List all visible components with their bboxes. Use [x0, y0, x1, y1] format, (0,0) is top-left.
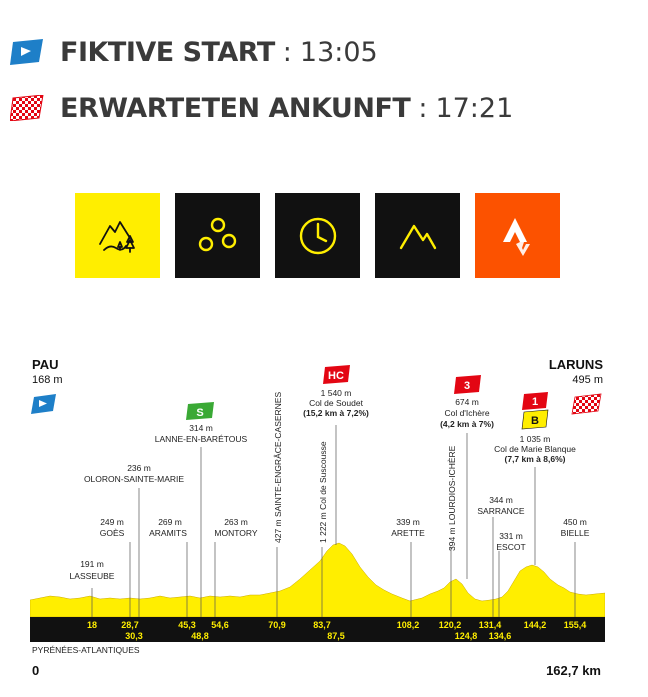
km-bottom-2: 87,5 — [327, 631, 345, 641]
svg-text:HC: HC — [328, 370, 344, 382]
km-top-1: 28,7 — [121, 620, 139, 630]
km-markers: 18 28,7 45,3 54,6 70,9 83,7 108,2 120,2 … — [87, 620, 586, 641]
oloron-label: OLORON-SAINTE-MARIE — [84, 474, 184, 484]
lanne-label: LANNE-EN-BARÉTOUS — [155, 434, 248, 444]
aramits-label: ARAMITS — [149, 528, 187, 538]
stage-profile: PAU 168 m LARUNS 495 m S HC 3 1 B 191 m … — [30, 355, 605, 685]
lasseube-altitude: 191 m — [80, 559, 104, 569]
km-bottom-1: 48,8 — [191, 631, 209, 641]
soudet-label: Col de Soudet — [309, 398, 364, 408]
svg-text:S: S — [196, 407, 203, 419]
km-bottom-4: 134,6 — [489, 631, 512, 641]
mountain-stage-icon — [98, 220, 135, 253]
montory-altitude: 263 m — [224, 517, 248, 527]
sarrance-label: SARRANCE — [477, 506, 525, 516]
start-name: PAU — [32, 357, 58, 372]
start-altitude: 168 m — [32, 374, 63, 386]
lourdios-label: 394 m LOURDIOS-ICHÈRE — [447, 445, 457, 551]
stage-icons-row — [75, 193, 560, 278]
elevation-fill — [30, 542, 605, 618]
km-top-5: 83,7 — [313, 620, 331, 630]
lanne-altitude: 314 m — [189, 423, 213, 433]
mountain-stage-button[interactable] — [75, 193, 160, 278]
finish-time-row: ERWARTETEN ANKUNFT : 17:21 — [10, 90, 513, 126]
finish-altitude: 495 m — [572, 374, 603, 386]
goes-altitude: 249 m — [100, 517, 124, 527]
soudet-altitude: 1 540 m — [321, 388, 352, 398]
hc-badge: HC — [323, 365, 350, 384]
bonus-badge: B — [521, 409, 549, 430]
finish-name: LARUNS — [549, 357, 603, 372]
marie-altitude: 1 035 m — [520, 434, 551, 444]
bielle-altitude: 450 m — [563, 517, 587, 527]
start-flag-icon — [31, 394, 56, 414]
km-top-4: 70,9 — [268, 620, 286, 630]
finish-separator: : — [418, 92, 428, 124]
start-flag-icon — [10, 39, 43, 65]
arette-label: ARETTE — [391, 528, 425, 538]
arette-altitude: 339 m — [396, 517, 420, 527]
finish-flag-icon — [571, 393, 602, 415]
clock-button[interactable] — [275, 193, 360, 278]
km-top-8: 131,4 — [479, 620, 502, 630]
start-label: FIKTIVE START — [60, 36, 275, 68]
km-bottom-3: 124,8 — [455, 631, 478, 641]
km-top-3: 54,6 — [211, 620, 229, 630]
cat3-badge: 3 — [454, 375, 481, 394]
peak-button[interactable] — [375, 193, 460, 278]
svg-text:B: B — [531, 415, 539, 427]
montory-label: MONTORY — [214, 528, 257, 538]
peak-icon — [399, 224, 436, 249]
km-total: 162,7 km — [546, 663, 601, 678]
km-top-0: 18 — [87, 620, 97, 630]
km-top-2: 45,3 — [178, 620, 196, 630]
km-top-6: 108,2 — [397, 620, 420, 630]
finish-time: 17:21 — [435, 92, 514, 124]
km-top-7: 120,2 — [439, 620, 462, 630]
oloron-altitude: 236 m — [127, 463, 151, 473]
goes-label: GOÈS — [100, 528, 125, 538]
ichere-altitude: 674 m — [455, 397, 479, 407]
aramits-altitude: 269 m — [158, 517, 182, 527]
start-time-row: FIKTIVE START : 13:05 — [10, 34, 378, 70]
km-bottom-0: 30,3 — [125, 631, 143, 641]
start-separator: : — [282, 36, 292, 68]
strava-icon — [502, 217, 530, 256]
lasseube-label: LASSEUBE — [70, 571, 115, 581]
sarrance-altitude: 344 m — [489, 495, 513, 505]
place-labels: 191 m LASSEUBE 249 m GOÈS 236 m OLORON-S… — [70, 388, 590, 581]
escot-label: ESCOT — [496, 542, 525, 552]
guide-lines — [91, 425, 576, 617]
circles-icon — [198, 217, 236, 251]
start-time: 13:05 — [299, 36, 378, 68]
sainte-engrace-label: 427 m SAINTE-ENGRÂCE-CASERNES — [273, 392, 283, 543]
ichere-label: Col d'Ichère — [444, 408, 489, 418]
svg-text:3: 3 — [464, 380, 470, 392]
region-label: PYRÉNÉES-ATLANTIQUES — [32, 645, 140, 655]
km-top-9: 144,2 — [524, 620, 547, 630]
circles-button[interactable] — [175, 193, 260, 278]
suscousse-label: 1 222 m Col de Suscousse — [318, 441, 328, 543]
km-start: 0 — [32, 663, 39, 678]
marie-gradient: (7,7 km à 8,6%) — [505, 454, 566, 464]
bielle-label: BIELLE — [561, 528, 590, 538]
marie-label: Col de Marie Blanque — [494, 444, 576, 454]
checkered-flag-icon — [10, 95, 44, 121]
clock-icon — [299, 217, 336, 254]
svg-text:1: 1 — [532, 396, 538, 408]
sprint-badge: S — [186, 402, 214, 420]
cat1-badge: 1 — [522, 392, 548, 410]
strava-button[interactable] — [475, 193, 560, 278]
escot-altitude: 331 m — [499, 531, 523, 541]
finish-label: ERWARTETEN ANKUNFT — [60, 92, 411, 124]
soudet-gradient: (15,2 km à 7,2%) — [303, 408, 369, 418]
km-top-10: 155,4 — [564, 620, 587, 630]
ichere-gradient: (4,2 km à 7%) — [440, 419, 494, 429]
km-bar — [30, 617, 605, 642]
